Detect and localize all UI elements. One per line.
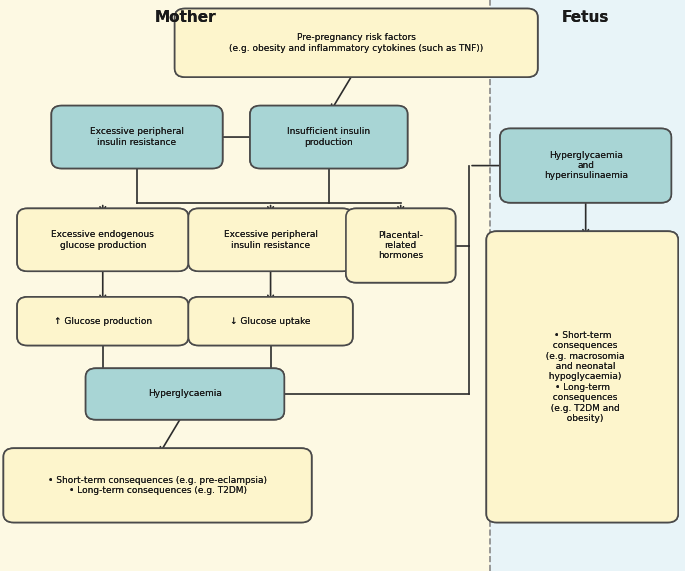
Text: ↑ Glucose production: ↑ Glucose production: [53, 317, 152, 325]
Text: Placental-
related
hormones: Placental- related hormones: [378, 231, 423, 260]
Text: Hyperglycaemia: Hyperglycaemia: [148, 389, 222, 399]
FancyBboxPatch shape: [188, 297, 353, 345]
FancyBboxPatch shape: [175, 9, 538, 77]
Text: Mother: Mother: [154, 10, 216, 25]
Text: Excessive peripheral
insulin resistance: Excessive peripheral insulin resistance: [90, 127, 184, 147]
FancyBboxPatch shape: [175, 9, 538, 77]
FancyBboxPatch shape: [86, 368, 284, 420]
FancyBboxPatch shape: [17, 208, 188, 271]
Text: Hyperglycaemia
and
hyperinsulinaemia: Hyperglycaemia and hyperinsulinaemia: [544, 151, 627, 180]
Text: Pre-pregnancy risk factors
(e.g. obesity and inflammatory cytokines (such as TNF: Pre-pregnancy risk factors (e.g. obesity…: [229, 33, 484, 53]
FancyBboxPatch shape: [0, 0, 490, 571]
Text: • Short-term
  consequences
  (e.g. macrosomia
  and neonatal
  hypoglycaemia)
•: • Short-term consequences (e.g. macrosom…: [540, 331, 625, 423]
FancyBboxPatch shape: [86, 368, 284, 420]
Text: ↓ Glucose uptake: ↓ Glucose uptake: [230, 317, 311, 325]
Text: ↓ Glucose uptake: ↓ Glucose uptake: [230, 317, 311, 325]
FancyBboxPatch shape: [490, 0, 685, 571]
FancyBboxPatch shape: [17, 297, 188, 345]
FancyBboxPatch shape: [500, 128, 671, 203]
Text: ↑ Glucose production: ↑ Glucose production: [53, 317, 152, 325]
Text: Pre-pregnancy risk factors
(e.g. obesity and inflammatory cytokines (such as TNF: Pre-pregnancy risk factors (e.g. obesity…: [229, 33, 484, 53]
FancyBboxPatch shape: [3, 448, 312, 522]
FancyBboxPatch shape: [51, 106, 223, 168]
Text: Hyperglycaemia
and
hyperinsulinaemia: Hyperglycaemia and hyperinsulinaemia: [544, 151, 627, 180]
FancyBboxPatch shape: [17, 297, 188, 345]
Text: Placental-
related
hormones: Placental- related hormones: [378, 231, 423, 260]
FancyBboxPatch shape: [3, 448, 312, 522]
Text: Hyperglycaemia: Hyperglycaemia: [148, 389, 222, 399]
FancyBboxPatch shape: [486, 231, 678, 522]
Text: Insufficient insulin
production: Insufficient insulin production: [287, 127, 371, 147]
Text: • Short-term consequences (e.g. pre-eclampsia)
• Long-term consequences (e.g. T2: • Short-term consequences (e.g. pre-ecla…: [48, 476, 267, 495]
Text: Excessive peripheral
insulin resistance: Excessive peripheral insulin resistance: [223, 230, 318, 250]
FancyBboxPatch shape: [250, 106, 408, 168]
Text: Insufficient insulin
production: Insufficient insulin production: [287, 127, 371, 147]
FancyBboxPatch shape: [346, 208, 456, 283]
Text: Fetus: Fetus: [562, 10, 610, 25]
Text: Fetus: Fetus: [562, 10, 610, 25]
FancyBboxPatch shape: [188, 208, 353, 271]
FancyBboxPatch shape: [500, 128, 671, 203]
FancyBboxPatch shape: [51, 106, 223, 168]
FancyBboxPatch shape: [486, 231, 678, 522]
FancyBboxPatch shape: [17, 208, 188, 271]
Text: Excessive endogenous
glucose production: Excessive endogenous glucose production: [51, 230, 154, 250]
Text: Excessive endogenous
glucose production: Excessive endogenous glucose production: [51, 230, 154, 250]
FancyBboxPatch shape: [250, 106, 408, 168]
FancyBboxPatch shape: [188, 208, 353, 271]
Text: • Short-term consequences (e.g. pre-eclampsia)
• Long-term consequences (e.g. T2: • Short-term consequences (e.g. pre-ecla…: [48, 476, 267, 495]
Text: Excessive peripheral
insulin resistance: Excessive peripheral insulin resistance: [223, 230, 318, 250]
Text: Mother: Mother: [154, 10, 216, 25]
Text: Excessive peripheral
insulin resistance: Excessive peripheral insulin resistance: [90, 127, 184, 147]
FancyBboxPatch shape: [188, 297, 353, 345]
Text: • Short-term
  consequences
  (e.g. macrosomia
  and neonatal
  hypoglycaemia)
•: • Short-term consequences (e.g. macrosom…: [540, 331, 625, 423]
FancyBboxPatch shape: [346, 208, 456, 283]
